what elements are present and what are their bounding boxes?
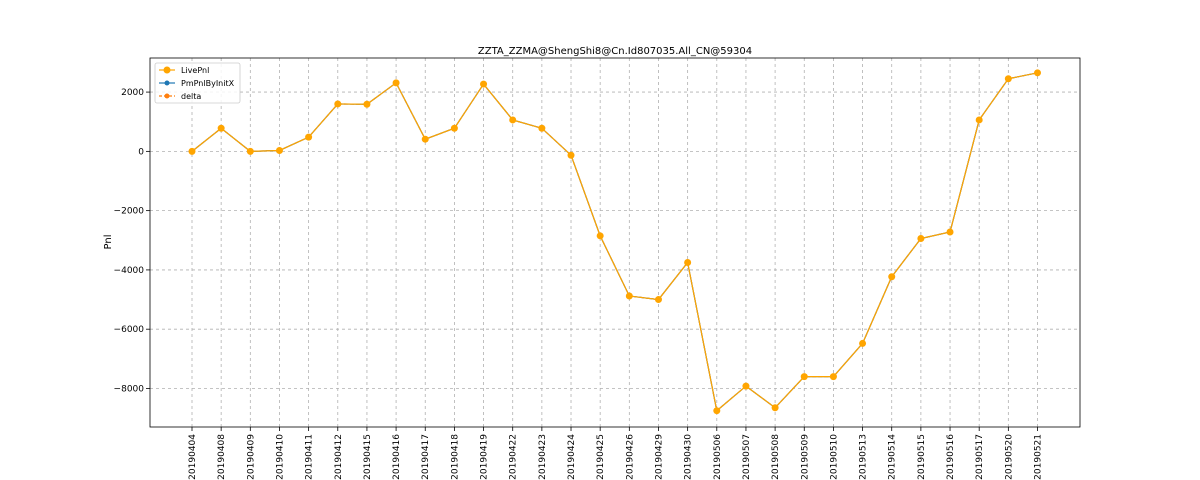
data-point bbox=[246, 147, 254, 155]
x-tick-label: 20190510 bbox=[829, 434, 839, 480]
legend-item: delta bbox=[159, 92, 201, 101]
x-tick-label: 20190408 bbox=[217, 434, 227, 480]
data-point bbox=[975, 116, 983, 124]
legend-marker bbox=[164, 93, 170, 99]
x-tick-label: 20190424 bbox=[567, 434, 577, 480]
data-point bbox=[917, 234, 925, 242]
y-tick-label: −2000 bbox=[114, 207, 145, 217]
data-point bbox=[305, 133, 313, 141]
data-point bbox=[654, 296, 662, 304]
x-tick-label: 20190410 bbox=[275, 434, 285, 480]
series-line bbox=[191, 72, 1038, 412]
series-livepnl bbox=[188, 69, 1041, 415]
series-line bbox=[191, 72, 1038, 412]
data-point bbox=[392, 79, 400, 87]
data-point bbox=[684, 259, 692, 267]
x-tick-label: 20190513 bbox=[859, 434, 869, 480]
legend-item: PmPnlByInitX bbox=[159, 79, 235, 88]
data-point bbox=[596, 232, 604, 240]
legend-label: LivePnl bbox=[181, 66, 209, 75]
y-tick-label: −4000 bbox=[114, 266, 145, 276]
x-tick-label: 20190412 bbox=[334, 434, 344, 480]
x-tick-label: 20190418 bbox=[450, 434, 460, 480]
plot-series bbox=[188, 69, 1041, 415]
grid bbox=[150, 58, 1080, 427]
x-tick-label: 20190521 bbox=[1034, 434, 1044, 480]
data-point bbox=[334, 100, 342, 108]
x-tick-label: 20190419 bbox=[480, 434, 490, 480]
data-point bbox=[363, 100, 371, 108]
data-point bbox=[188, 147, 196, 155]
x-tick-label: 20190423 bbox=[538, 434, 548, 480]
data-point bbox=[829, 373, 837, 381]
x-tick-label: 20190429 bbox=[654, 434, 664, 480]
data-point bbox=[275, 146, 283, 154]
series-pmpnlbyinitx bbox=[189, 70, 1040, 414]
y-tick-label: 0 bbox=[138, 147, 144, 157]
x-tick-label: 20190517 bbox=[975, 434, 985, 480]
data-point bbox=[480, 80, 488, 88]
data-point bbox=[567, 151, 575, 159]
x-tick-label: 20190415 bbox=[363, 434, 373, 480]
x-tick-label: 20190506 bbox=[713, 434, 723, 480]
data-point bbox=[450, 124, 458, 132]
plot-area-frame bbox=[149, 57, 1081, 428]
legend: LivePnl PmPnlByInitX delta bbox=[154, 62, 241, 104]
data-point bbox=[713, 407, 721, 415]
data-point bbox=[509, 116, 517, 124]
x-tick-label: 20190520 bbox=[1004, 434, 1014, 480]
y-tick-label: −8000 bbox=[114, 384, 145, 394]
y-axis-label: Pnl bbox=[103, 235, 114, 250]
data-point bbox=[538, 124, 546, 132]
data-point bbox=[1004, 75, 1012, 83]
x-tick-label: 20190425 bbox=[596, 434, 606, 480]
legend-box bbox=[154, 62, 241, 104]
data-point bbox=[946, 228, 954, 236]
x-tick-label: 20190430 bbox=[684, 434, 694, 480]
x-tick-label: 20190514 bbox=[888, 434, 898, 480]
axes: 20190404 20190408 20190409 20190410 20190411… bbox=[114, 88, 1044, 480]
series-delta bbox=[189, 70, 1040, 414]
data-point bbox=[625, 292, 633, 300]
data-point bbox=[1034, 69, 1041, 77]
y-tick-label: 2000 bbox=[121, 88, 144, 98]
x-tick-label: 20190417 bbox=[421, 434, 431, 480]
legend-label: PmPnlByInitX bbox=[181, 79, 235, 88]
x-tick-label: 20190411 bbox=[305, 434, 315, 480]
x-tick-label: 20190404 bbox=[188, 434, 198, 480]
x-tick-label: 20190409 bbox=[246, 434, 256, 480]
data-point bbox=[800, 373, 808, 381]
data-point bbox=[771, 404, 779, 412]
chart-title: ZZTA_ZZMA@ShengShi8@Cn.Id807035.All_CN@5… bbox=[478, 46, 752, 57]
x-tick-label: 20190426 bbox=[625, 434, 635, 480]
legend-item: LivePnl bbox=[159, 66, 209, 75]
x-tick-label: 20190508 bbox=[771, 434, 781, 480]
x-tick-label: 20190422 bbox=[509, 434, 519, 480]
x-tick-label: 20190516 bbox=[946, 434, 956, 480]
data-point bbox=[859, 339, 867, 347]
y-tick-label: −6000 bbox=[114, 325, 145, 335]
x-tick-label: 20190507 bbox=[742, 434, 752, 480]
legend-marker bbox=[163, 66, 171, 74]
data-point bbox=[742, 382, 750, 390]
data-point bbox=[888, 273, 896, 281]
x-tick-label: 20190509 bbox=[800, 434, 810, 480]
data-point bbox=[217, 124, 225, 132]
legend-marker bbox=[164, 80, 170, 86]
legend-label: delta bbox=[181, 92, 201, 101]
data-point bbox=[421, 135, 429, 143]
x-tick-label: 20190515 bbox=[917, 434, 927, 480]
x-tick-label: 20190416 bbox=[392, 434, 402, 480]
series-line bbox=[191, 72, 1038, 412]
